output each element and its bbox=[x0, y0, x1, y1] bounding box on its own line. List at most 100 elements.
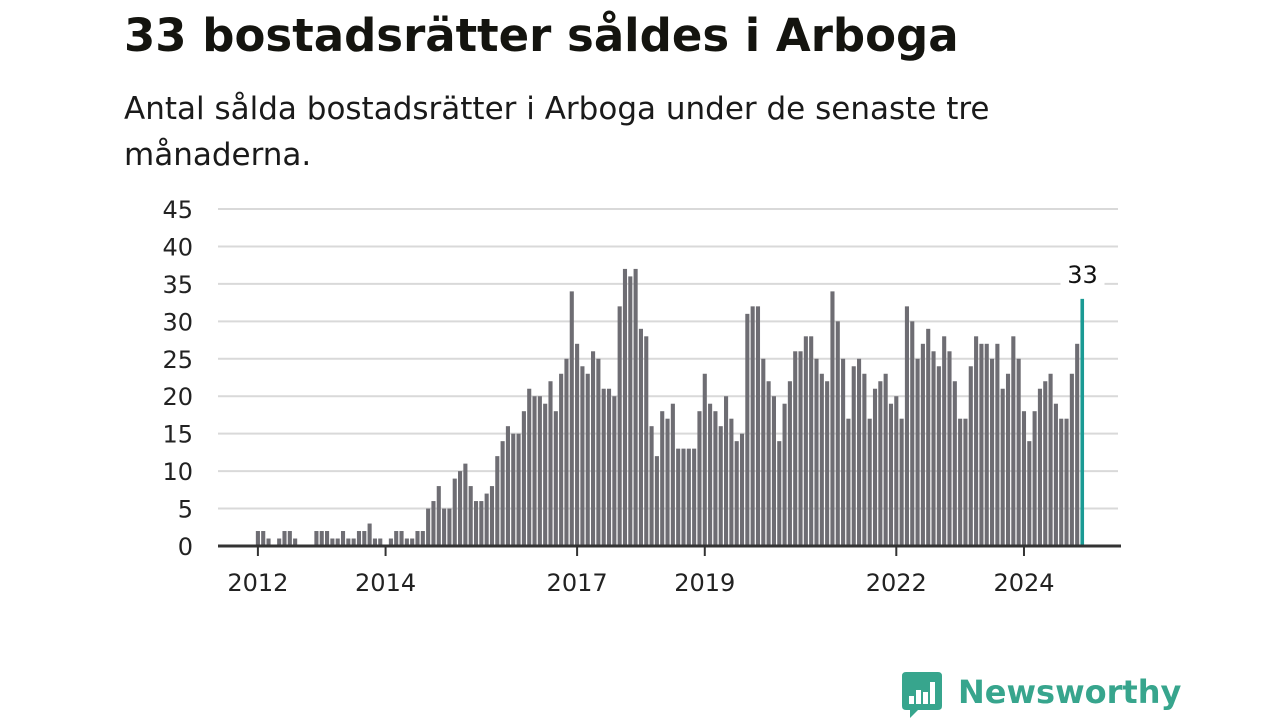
bar bbox=[404, 538, 409, 546]
bar bbox=[277, 538, 282, 546]
bar bbox=[952, 381, 957, 546]
bar bbox=[990, 358, 995, 546]
bar bbox=[596, 358, 601, 546]
bar bbox=[473, 501, 479, 546]
bar bbox=[888, 403, 894, 546]
bar bbox=[463, 463, 468, 546]
bar bbox=[580, 366, 585, 546]
bar bbox=[410, 538, 415, 546]
bar bbox=[697, 411, 702, 546]
bar bbox=[606, 388, 612, 546]
bar bbox=[734, 441, 739, 546]
bar bbox=[750, 306, 755, 546]
bar bbox=[708, 403, 713, 546]
bar bbox=[803, 336, 808, 546]
bar bbox=[569, 291, 574, 546]
bar bbox=[420, 531, 425, 546]
bar bbox=[654, 456, 659, 546]
bar bbox=[761, 358, 766, 546]
bar bbox=[346, 538, 351, 546]
bar bbox=[1032, 411, 1037, 546]
bar bbox=[484, 493, 489, 546]
bar bbox=[479, 501, 484, 546]
bar bbox=[984, 343, 989, 546]
brand-name: Newsworthy bbox=[958, 673, 1182, 711]
bar bbox=[979, 343, 984, 546]
bar bbox=[633, 268, 638, 546]
bar bbox=[447, 508, 452, 546]
bar bbox=[851, 366, 856, 546]
y-tick-label: 10 bbox=[162, 458, 193, 486]
bar bbox=[319, 531, 324, 546]
bar bbox=[915, 358, 920, 546]
bar bbox=[1037, 388, 1042, 546]
bar bbox=[926, 328, 931, 546]
bar bbox=[340, 531, 346, 546]
bar bbox=[511, 433, 516, 546]
bar bbox=[729, 418, 734, 546]
data-label-background bbox=[1060, 258, 1105, 293]
bar bbox=[724, 396, 729, 546]
bar bbox=[468, 486, 473, 546]
bar bbox=[458, 471, 463, 546]
bar bbox=[372, 538, 377, 546]
bar bbox=[809, 336, 814, 546]
newsworthy-logo: Newsworthy bbox=[902, 668, 1181, 718]
bar bbox=[537, 396, 542, 546]
bar bbox=[287, 531, 292, 546]
bar bbox=[1005, 373, 1011, 546]
bar bbox=[702, 373, 707, 546]
y-tick-label: 35 bbox=[162, 271, 193, 299]
bar bbox=[521, 411, 526, 546]
bar bbox=[612, 396, 617, 546]
bar bbox=[415, 531, 420, 546]
bar bbox=[628, 276, 633, 546]
bar bbox=[1059, 418, 1064, 546]
bar bbox=[830, 291, 835, 546]
bar bbox=[1000, 388, 1005, 546]
bar bbox=[452, 478, 457, 546]
gridlines bbox=[218, 208, 1118, 510]
bar bbox=[399, 531, 404, 546]
x-tick-label: 2012 bbox=[227, 569, 288, 597]
bar bbox=[261, 531, 266, 546]
x-tick-label: 2022 bbox=[866, 569, 927, 597]
bar bbox=[782, 403, 787, 546]
bar bbox=[872, 388, 878, 546]
bar bbox=[665, 418, 670, 546]
bar bbox=[670, 403, 675, 546]
x-tick-label: 2017 bbox=[547, 569, 608, 597]
bar bbox=[814, 358, 819, 546]
bar bbox=[495, 456, 500, 546]
bar bbox=[559, 373, 564, 546]
y-axis-ticks: 0 5 10 15 20 25 30 35 40 45 bbox=[162, 196, 193, 561]
y-tick-label: 5 bbox=[178, 496, 193, 524]
bar bbox=[692, 448, 697, 546]
bar bbox=[505, 426, 510, 546]
bar bbox=[867, 418, 872, 546]
bar bbox=[1048, 373, 1053, 546]
bar bbox=[431, 501, 436, 546]
bar bbox=[904, 306, 909, 546]
bar bbox=[585, 373, 590, 546]
bar bbox=[330, 538, 335, 546]
bar bbox=[846, 418, 851, 546]
bar bbox=[857, 358, 862, 546]
bar bbox=[899, 418, 904, 546]
bar bbox=[681, 448, 686, 546]
data-label-highlight: 33 bbox=[1067, 261, 1098, 289]
bar bbox=[644, 336, 649, 546]
bar bbox=[1027, 441, 1032, 546]
y-tick-label: 40 bbox=[162, 233, 193, 261]
bar bbox=[500, 441, 505, 546]
bar bbox=[575, 343, 580, 546]
bar bbox=[564, 358, 569, 546]
bar bbox=[1075, 343, 1080, 546]
bar bbox=[777, 441, 782, 546]
bar bbox=[676, 448, 681, 546]
highlighted-bar bbox=[1080, 298, 1085, 546]
bar bbox=[255, 531, 260, 546]
bar bbox=[766, 381, 771, 546]
bar bbox=[351, 538, 356, 546]
